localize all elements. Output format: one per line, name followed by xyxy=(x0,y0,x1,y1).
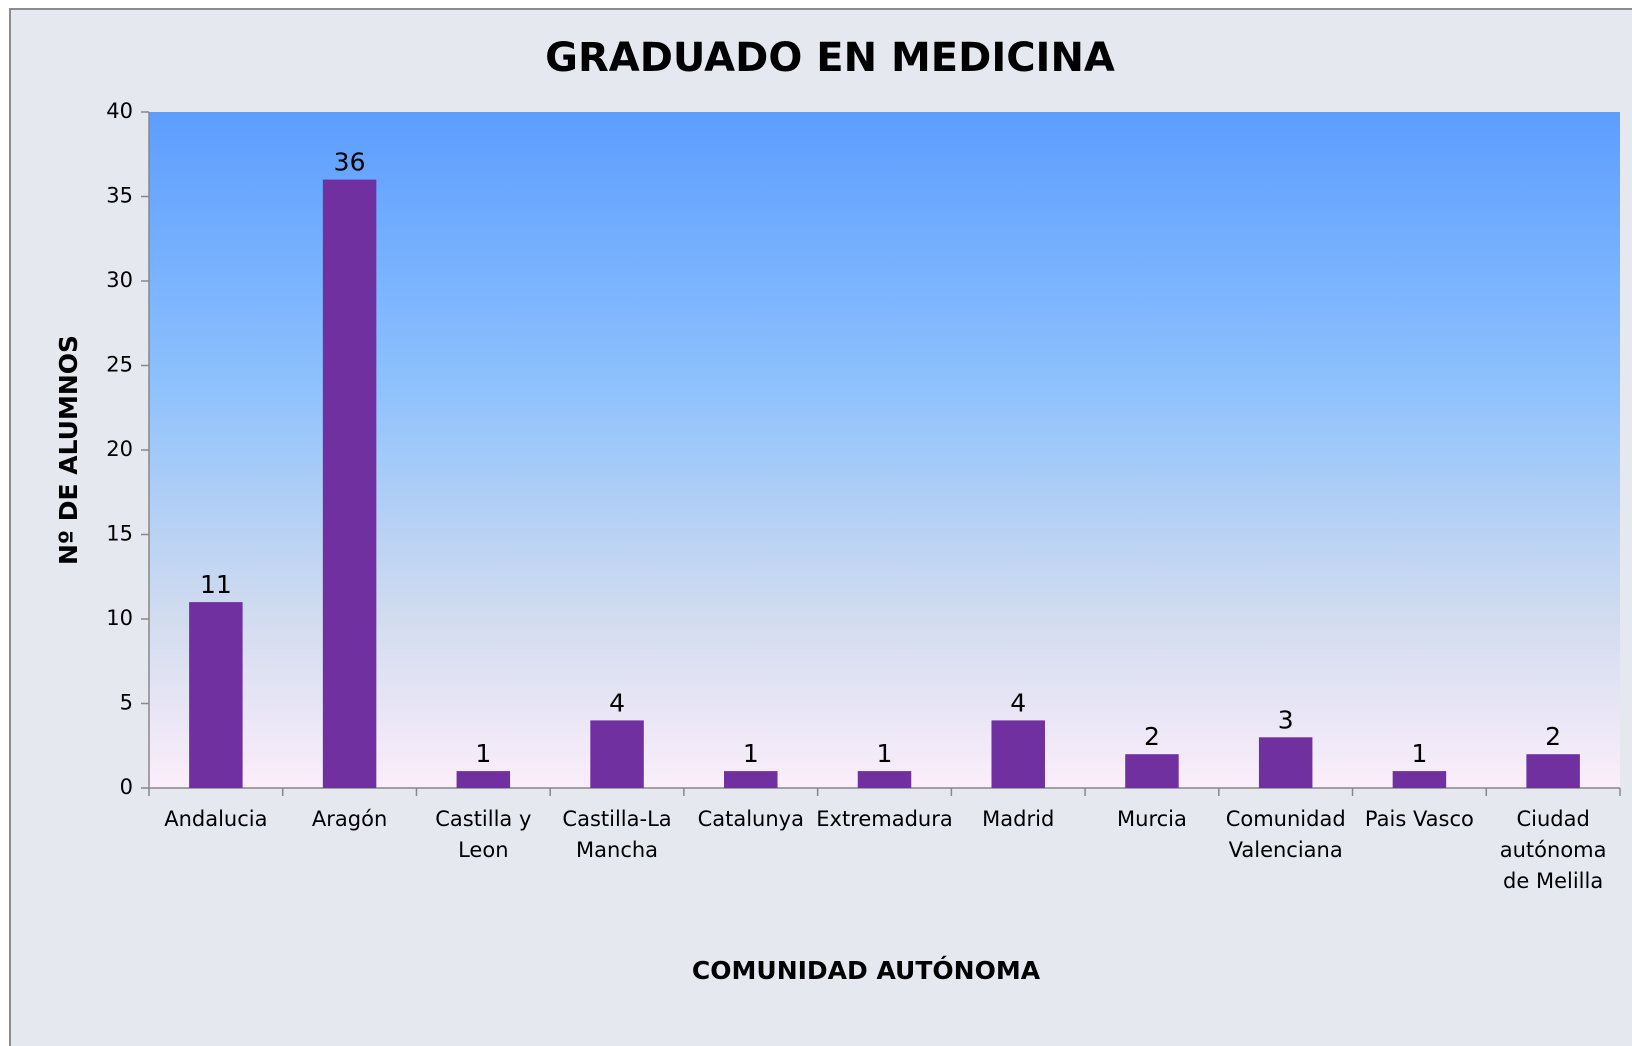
y-tick-label: 40 xyxy=(106,99,133,123)
y-tick-label: 25 xyxy=(106,353,133,377)
y-tick-label: 5 xyxy=(120,691,133,715)
x-tick-label: Ciudad autónoma de Melilla xyxy=(1500,807,1607,893)
data-label: 4 xyxy=(1010,688,1026,717)
y-axis-title: Nº DE ALUMNOS xyxy=(54,335,83,565)
bar xyxy=(189,602,243,788)
chart-title: GRADUADO EN MEDICINA xyxy=(545,35,1115,81)
x-tick-label: Catalunya xyxy=(698,807,804,831)
data-label: 1 xyxy=(1411,739,1427,768)
x-tick-label: Madrid xyxy=(982,807,1054,831)
data-label: 1 xyxy=(743,739,759,768)
bar xyxy=(1392,771,1447,788)
x-tick-label: Castilla y Leon xyxy=(435,807,531,862)
y-tick-label: 0 xyxy=(120,775,133,799)
x-tick-label: Aragón xyxy=(312,807,387,831)
bar xyxy=(857,771,912,788)
data-label: 1 xyxy=(475,739,491,768)
bar xyxy=(456,771,511,788)
data-label: 4 xyxy=(609,688,625,717)
data-label: 2 xyxy=(1144,722,1160,751)
data-label: 3 xyxy=(1278,705,1294,734)
y-tick-label: 30 xyxy=(106,268,133,292)
x-tick-label: Comunidad Valenciana xyxy=(1226,807,1346,862)
bar xyxy=(724,771,778,788)
x-tick-label: Andalucia xyxy=(164,807,267,831)
data-label: 11 xyxy=(200,570,232,599)
bar xyxy=(1526,754,1580,788)
y-tick-label: 15 xyxy=(106,522,133,546)
plot-area xyxy=(149,112,1620,788)
y-tick-label: 35 xyxy=(106,184,133,208)
bar xyxy=(590,720,644,788)
x-tick-label: Extremadura xyxy=(816,807,953,831)
x-tick-label: Pais Vasco xyxy=(1365,807,1474,831)
y-tick-label: 20 xyxy=(106,437,133,461)
bar xyxy=(322,179,377,789)
data-label: 36 xyxy=(334,148,366,177)
bar xyxy=(991,720,1045,788)
data-label: 1 xyxy=(877,739,893,768)
y-tick-label: 10 xyxy=(106,606,133,630)
x-axis-title: COMUNIDAD AUTÓNOMA xyxy=(692,955,1041,985)
x-tick-label: Castilla-La Mancha xyxy=(562,807,671,862)
bar xyxy=(1258,737,1313,788)
data-label: 2 xyxy=(1545,722,1561,751)
bar xyxy=(1125,754,1179,788)
x-tick-label: Murcia xyxy=(1117,807,1187,831)
